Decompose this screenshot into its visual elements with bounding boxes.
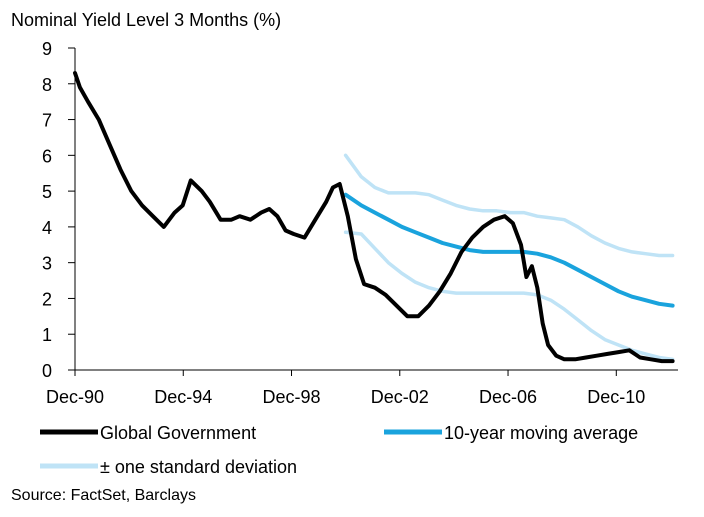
source-note: Source: FactSet, Barclays [11, 487, 196, 504]
series-line-std-upper [343, 153, 675, 258]
y-tick-label: 0 [42, 361, 52, 381]
y-axis: 0 1 2 3 4 5 6 7 8 9 [42, 39, 76, 381]
y-tick-label: 1 [42, 325, 52, 345]
legend-label-std-band: ± one standard deviation [100, 457, 297, 477]
series-line-std-lower [343, 230, 675, 362]
y-tick-label: 7 [42, 111, 52, 131]
x-axis: Dec-90 Dec-94 Dec-98 Dec-02 Dec-06 Dec-10 [46, 369, 678, 407]
legend-label-moving-avg: 10-year moving average [444, 423, 638, 443]
x-tick-label: Dec-06 [479, 387, 537, 407]
y-tick-label: 4 [42, 218, 52, 238]
y-tick-label: 9 [42, 39, 52, 59]
y-tick-label: 5 [42, 182, 52, 202]
legend: Global Government 10-year moving average ±… [40, 423, 638, 477]
x-tick-label: Dec-10 [587, 387, 645, 407]
y-tick-label: 2 [42, 289, 52, 309]
series-line-global [73, 71, 675, 364]
series-layer [73, 71, 675, 364]
x-tick-label: Dec-98 [263, 387, 321, 407]
x-tick-label: Dec-90 [46, 387, 104, 407]
y-tick-label: 8 [42, 75, 52, 95]
legend-label-global: Global Government [100, 423, 256, 443]
y-tick-label: 6 [42, 146, 52, 166]
x-tick-label: Dec-94 [154, 387, 212, 407]
chart-title: Nominal Yield Level 3 Months (%) [11, 10, 281, 30]
series-line-moving-avg [343, 192, 675, 308]
x-tick-label: Dec-02 [371, 387, 429, 407]
y-tick-label: 3 [42, 254, 52, 274]
